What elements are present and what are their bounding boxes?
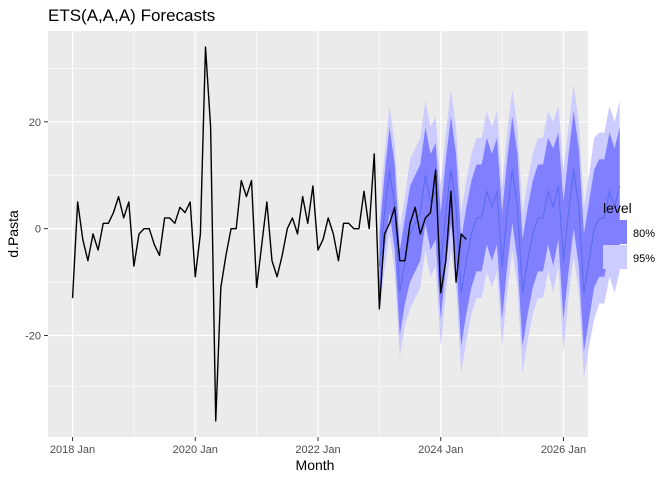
x-tick-label: 2018 Jan [50,444,95,456]
grid-major [48,31,588,437]
x-tick-label: 2022 Jan [295,444,340,456]
x-axis-title: Month [296,457,335,473]
x-tick-label: 2026 Jan [541,444,586,456]
series-lines [71,46,621,422]
legend-label-80: 80% [633,228,655,240]
y-axis: -20 0 20 [25,117,48,343]
legend-title: level [603,200,632,216]
y-axis-title: d.Pasta [5,210,21,258]
x-tick-label: 2024 Jan [418,444,463,456]
actual-series-line [71,46,467,422]
x-tick-label: 2020 Jan [173,444,218,456]
legend: level 80% 95% [603,200,655,269]
legend-swatch-95 [603,245,627,269]
y-tick-label: 0 [35,224,41,236]
y-tick-label: 20 [29,117,41,129]
forecast-mean-line [378,169,621,294]
chart-title: ETS(A,A,A) Forecasts [48,6,215,25]
legend-swatch-80 [603,220,627,244]
legend-label-95: 95% [633,253,655,265]
y-tick-label: -20 [25,331,41,343]
x-axis: 2018 Jan 2020 Jan 2022 Jan 2024 Jan 2026 Jan [50,437,586,456]
